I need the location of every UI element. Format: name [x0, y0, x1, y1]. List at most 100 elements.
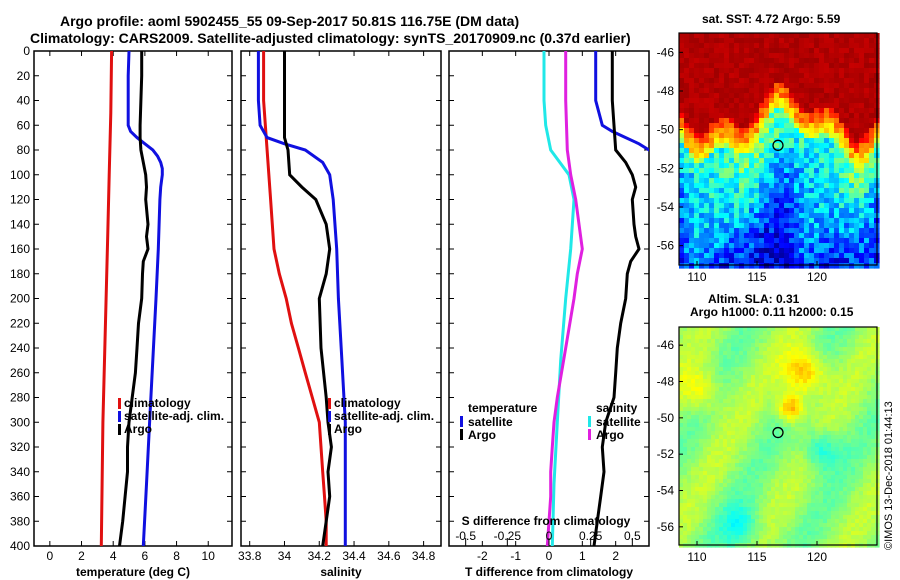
series-line-t-satellite [594, 51, 649, 152]
map-frame [678, 32, 878, 266]
series-line-climatology [262, 51, 328, 546]
map-x-tick-label: 110 [687, 550, 706, 564]
legend-swatch [118, 424, 121, 435]
map-y-tick-label: -56 [657, 520, 675, 534]
x-tick-label: 34.2 [308, 549, 332, 563]
sla-map-title-1: Altim. SLA: 0.31 [708, 292, 800, 306]
series-line-climatology [99, 51, 114, 546]
secondary-x-tick-label: 0.25 [579, 529, 603, 543]
map-y-tick-label: -54 [657, 484, 675, 498]
x-tick-label: 2 [78, 549, 85, 563]
legend-swatch [328, 424, 331, 435]
map-x-tick-label: 115 [747, 270, 766, 284]
legend-label: satellite [596, 415, 641, 429]
legend-title-salinity: salinity [596, 401, 638, 415]
secondary-x-tick-label: -0.25 [494, 529, 522, 543]
sst-map-title: sat. SST: 4.72 Argo: 5.59 [702, 12, 841, 26]
secondary-x-tick-label: 0 [546, 529, 553, 543]
x-axis-label: salinity [320, 565, 362, 579]
x-tick-label: 10 [202, 549, 216, 563]
temperature-panel: 0204060801001201401601802002202402602803… [10, 44, 233, 579]
map-y-tick-label: -46 [657, 45, 675, 59]
salinity-panel: 33.8 34 34.2 34.4 34.6 34.8 salinity climatolog… [238, 50, 442, 579]
secondary-x-tick-label: -0.5 [455, 529, 476, 543]
map-y-tick-label: -46 [657, 338, 675, 352]
map-x-tick-label: 115 [747, 550, 766, 564]
x-tick-label: 0 [46, 549, 53, 563]
depth-tick-label: 380 [10, 514, 30, 528]
map-frame [678, 326, 878, 546]
argo-position-marker [772, 426, 784, 439]
x-tick-label: 8 [173, 549, 180, 563]
x-tick-label: 1 [579, 549, 586, 563]
legend-swatch [328, 411, 331, 422]
legend-swatch [118, 398, 121, 409]
depth-tick-label: 340 [10, 465, 30, 479]
series-line-s-satellite [542, 51, 576, 546]
plot-frame [33, 50, 233, 547]
map-y-tick-label: -50 [657, 411, 675, 425]
series-line-s-argo [545, 51, 584, 546]
depth-tick-label: 320 [10, 440, 30, 454]
depth-tick-label: 140 [10, 217, 30, 231]
depth-tick-label: 400 [10, 539, 30, 553]
series-line-satellite-adj-clim- [126, 51, 164, 546]
map-y-tick-label: -48 [657, 375, 675, 389]
map-y-tick-label: -48 [657, 84, 675, 98]
legend-label: satellite-adj. clim. [124, 409, 224, 423]
legend-label: climatology [334, 396, 401, 410]
legend-swatch [460, 429, 463, 440]
secondary-x-axis-label: S difference from climatology [462, 514, 631, 528]
sla-map: 110 115 120 -46 -48 -50 -52 -54 -56 [657, 326, 880, 564]
x-tick-label: -1 [510, 549, 521, 563]
map-y-tick-label: -56 [657, 239, 675, 253]
depth-tick-label: 120 [10, 193, 30, 207]
x-tick-label: 4 [110, 549, 117, 563]
x-axis-label: temperature (deg C) [76, 565, 190, 579]
depth-tick-label: 280 [10, 391, 30, 405]
legend-swatch [328, 398, 331, 409]
map-x-tick-label: 120 [807, 550, 827, 564]
depth-tick-label: 0 [23, 44, 30, 58]
depth-tick-label: 100 [10, 168, 30, 182]
x-tick-label: 6 [142, 549, 149, 563]
x-axis-label: T difference from climatology [465, 565, 633, 579]
title-line-2: Climatology: CARS2009. Satellite-adjuste… [30, 30, 631, 46]
legend-label: Argo [596, 428, 624, 442]
series-line-t-argo [592, 51, 641, 546]
x-tick-label: 0 [546, 549, 553, 563]
depth-tick-label: 40 [17, 94, 31, 108]
legend-swatch [460, 416, 463, 427]
x-tick-label: 34.8 [412, 549, 436, 563]
secondary-x-tick-label: 0.5 [624, 529, 641, 543]
map-field [679, 327, 880, 548]
legend-label: Argo [124, 422, 152, 436]
map-y-tick-label: -54 [657, 200, 675, 214]
series-line-argo [118, 51, 150, 546]
credit-text: ©IMOS 13-Dec-2018 01:44:13 [883, 401, 895, 550]
depth-tick-label: 240 [10, 341, 30, 355]
x-tick-label: 2 [612, 549, 619, 563]
depth-tick-label: 60 [17, 118, 31, 132]
legend-swatch [588, 429, 591, 440]
x-tick-label: 34.6 [377, 549, 401, 563]
sst-map: 110 115 120 -46 -48 -50 -52 -54 -56 [657, 32, 880, 284]
x-tick-label: 33.8 [238, 549, 262, 563]
depth-tick-label: 200 [10, 292, 30, 306]
argo-position-marker [772, 139, 784, 151]
x-tick-label: 34.4 [342, 549, 366, 563]
legend-label: Argo [334, 422, 362, 436]
depth-tick-label: 160 [10, 242, 30, 256]
map-y-tick-label: -52 [657, 447, 675, 461]
depth-tick-label: 220 [10, 316, 30, 330]
legend-label: satellite [468, 415, 513, 429]
depth-tick-label: 20 [17, 69, 31, 83]
map-y-tick-label: -52 [657, 161, 675, 175]
legend-label: satellite-adj. clim. [334, 409, 434, 423]
legend-swatch [588, 416, 591, 427]
map-y-tick-label: -50 [657, 123, 675, 137]
legend-label: climatology [124, 396, 191, 410]
title-line-1: Argo profile: aoml 5902455_55 09-Sep-201… [60, 13, 520, 29]
depth-tick-label: 80 [17, 143, 31, 157]
